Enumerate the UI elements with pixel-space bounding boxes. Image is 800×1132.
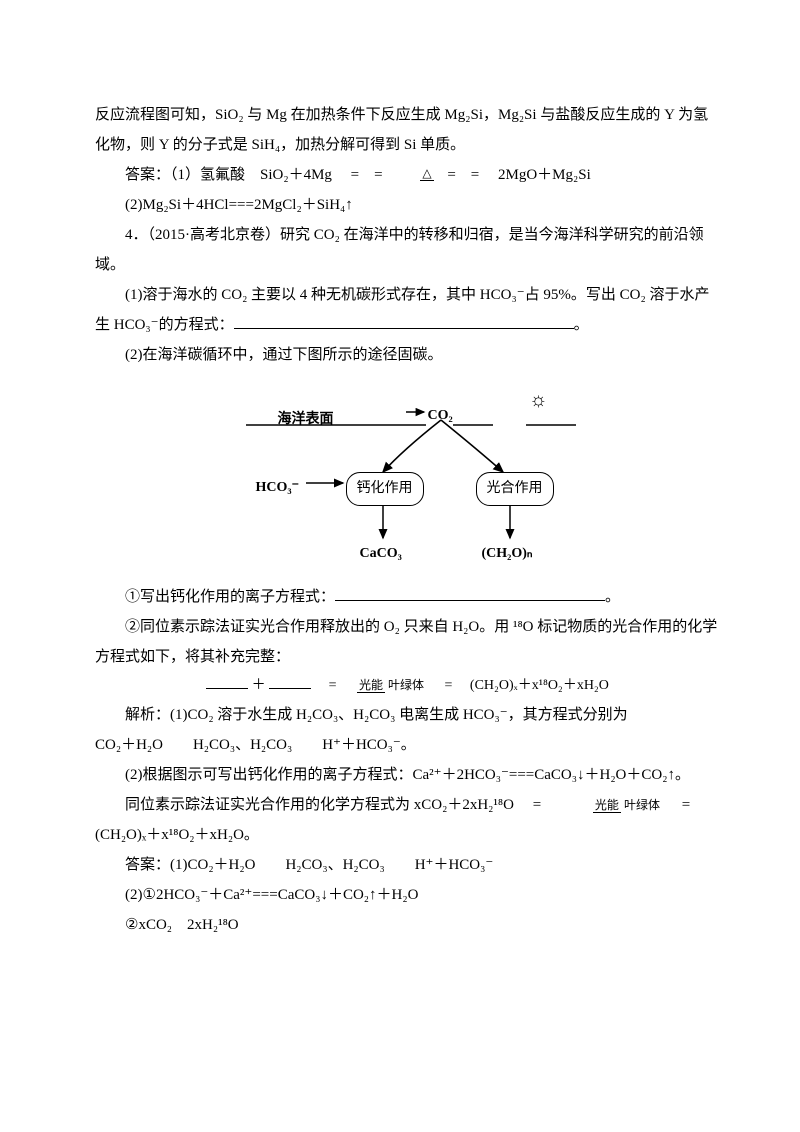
para-top-ans2: (2)Mg₂Si＋4HCl===2MgCl₂＋SiH₄↑ — [95, 190, 720, 220]
eq-plus: ＋ — [252, 678, 266, 693]
blank-3a — [206, 674, 248, 689]
ch2on-label: (CH₂O)ₙ — [482, 540, 533, 568]
eq-cond-bot: 叶绿体 — [388, 678, 424, 692]
sol-1b-text: CO₂＋H₂O H₂CO₃、H₂CO₃ H⁺＋HCO₃⁻。 — [95, 737, 416, 753]
ans1-right: 2MgO＋Mg₂Si — [498, 167, 591, 183]
q4b-1-end: 。 — [605, 589, 620, 605]
eq-right: (CH₂O)ₓ＋x¹⁸O₂＋xH₂O — [470, 678, 609, 693]
para-top-1: 反应流程图可知，SiO₂ 与 Mg 在加热条件下反应生成 Mg₂Si，Mg₂Si… — [95, 100, 720, 160]
sol3-eq-l: = — [518, 797, 556, 813]
q4-p1: (1)溶于海水的 CO₂ 主要以 4 种无机碳形式存在，其中 HCO₃⁻占 95… — [95, 280, 720, 340]
blank-2 — [335, 585, 605, 601]
hco3-label: HCO₃⁻ — [256, 474, 299, 502]
box-photosynthesis: 光合作用 — [476, 472, 554, 506]
ans-2: (2)①2HCO₃⁻＋Ca²⁺===CaCO₃↓＋CO₂↑＋H₂O — [95, 880, 720, 910]
delta-bot — [437, 166, 440, 180]
box-calcification: 钙化作用 — [346, 472, 424, 506]
eq-condition: 光能 叶绿体 — [354, 679, 427, 692]
sun-icon: ☼ — [529, 380, 547, 420]
caco3-label: CaCO₃ — [360, 540, 402, 568]
ans-3: ②xCO₂ 2xH₂¹⁸O — [95, 910, 720, 940]
carbon-cycle-diagram: ☼ 海洋表面 CO₂ HCO₃⁻ 钙化作用 光合作用 CaCO₃ (CH₂O)ₙ — [228, 380, 588, 570]
eq-eq-r: = — [431, 678, 467, 693]
delta-top: △ — [420, 166, 433, 181]
eq-sign-2: = = — [447, 167, 494, 183]
q4-stem: 4．（2015·高考北京卷）研究 CO₂ 在海洋中的转移和归宿，是当今海洋科学研… — [95, 220, 720, 280]
blank-3b — [269, 674, 311, 689]
sol3-eq-r: = — [667, 797, 705, 813]
q4b-1: ①写出钙化作用的离子方程式： 。 — [95, 582, 720, 612]
ans1-left: 答案：（1）氢氟酸 SiO₂＋4Mg — [125, 167, 332, 183]
q4b-2: ②同位素示踪法证实光合作用释放出的 O₂ 只来自 H₂O。用 ¹⁸O 标记物质的… — [95, 612, 720, 672]
sol-3a: 同位素示踪法证实光合作用的化学方程式为 xCO₂＋2xH₂¹⁸O — [125, 797, 514, 813]
blank-1 — [234, 313, 574, 329]
delta-stack: △ — [386, 167, 443, 180]
sol-1a: 解析：(1)CO₂ 溶于水生成 H₂CO₃、H₂CO₃ 电离生成 HCO₃⁻，其… — [95, 700, 720, 730]
sol3-cond: 光能 叶绿体 — [560, 799, 663, 812]
ans-1: 答案：(1)CO₂＋H₂O H₂CO₃、H₂CO₃ H⁺＋HCO₃⁻ — [95, 850, 720, 880]
sol-1b: CO₂＋H₂O H₂CO₃、H₂CO₃ H⁺＋HCO₃⁻。 — [95, 730, 720, 760]
q4-p1b: 。 — [574, 317, 589, 333]
q4b-1-text: ①写出钙化作用的离子方程式： — [125, 589, 335, 605]
eq-eq-l: = — [315, 678, 351, 693]
sol-3: 同位素示踪法证实光合作用的化学方程式为 xCO₂＋2xH₂¹⁸O = 光能 叶绿… — [95, 790, 720, 850]
sol3-cond-bot: 叶绿体 — [624, 798, 660, 812]
eq-cond-top: 光能 — [357, 678, 385, 693]
co2-label: CO₂ — [428, 402, 453, 430]
para-top-ans1: 答案：（1）氢氟酸 SiO₂＋4Mg = = △ = = 2MgO＋Mg₂Si — [95, 160, 720, 190]
eq-sign: = = — [336, 167, 383, 183]
sol-2: (2)根据图示可写出钙化作用的离子方程式：Ca²⁺＋2HCO₃⁻===CaCO₃… — [95, 760, 720, 790]
photosynthesis-eq: ＋ = 光能 叶绿体 = (CH₂O)ₓ＋x¹⁸O₂＋xH₂O — [95, 672, 720, 700]
q4-p2: (2)在海洋碳循环中，通过下图所示的途径固碳。 — [95, 340, 720, 370]
surface-label: 海洋表面 — [278, 406, 334, 434]
sol-3b: (CH₂O)ₓ＋x¹⁸O₂＋xH₂O。 — [95, 827, 259, 843]
sol3-cond-top: 光能 — [593, 798, 621, 813]
